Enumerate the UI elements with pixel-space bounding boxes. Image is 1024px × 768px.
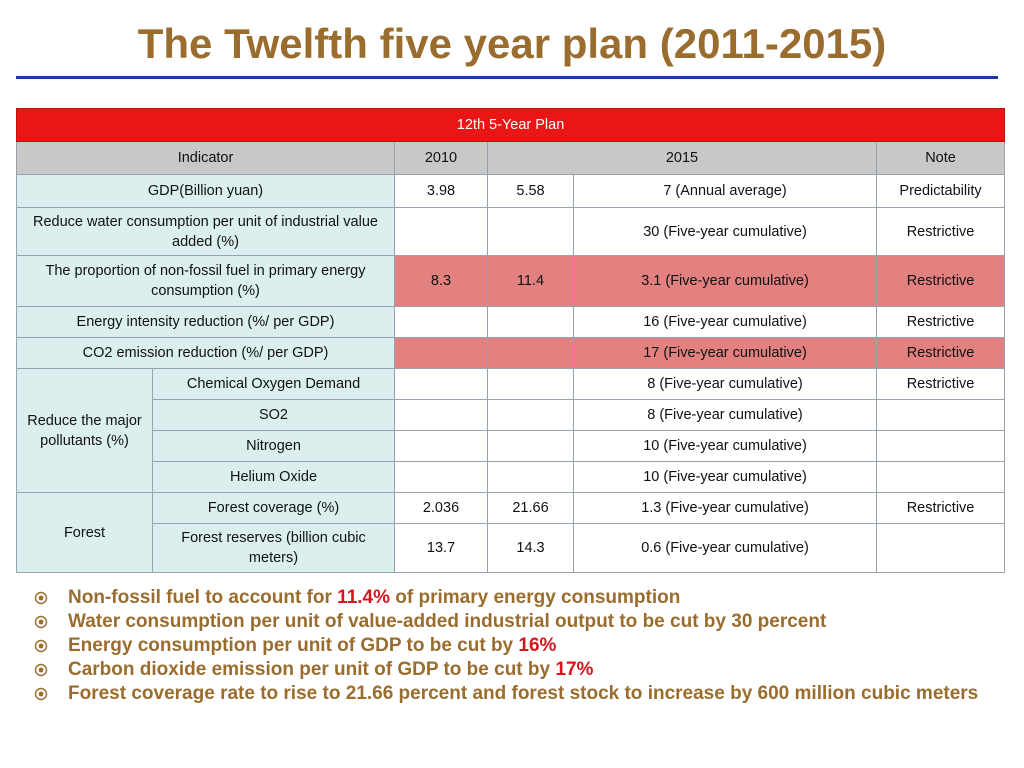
table-row: Reduce water consumption per unit of ind… (16, 207, 1006, 256)
pollutants-group-cell: Reduce the major pollutants (%) (16, 368, 153, 493)
target-cell: 3.1 (Five-year cumulative) (573, 255, 877, 307)
table-row: Energy intensity reduction (%/ per GDP) … (16, 306, 1006, 338)
value-2010-cell (394, 430, 488, 462)
note-cell: Restrictive (875, 337, 1006, 369)
indicator-cell: Nitrogen (152, 430, 395, 462)
indicator-cell: Reduce water consumption per unit of ind… (16, 207, 395, 256)
bullet-item: Forest coverage rate to rise to 21.66 pe… (32, 682, 1002, 706)
value-2010-cell: 13.7 (394, 523, 488, 573)
indicator-cell: Forest reserves (billion cubic meters) (152, 523, 395, 573)
table-row: Forest reserves (billion cubic meters) 1… (17, 523, 1006, 573)
bullet-text: Energy consumption per unit of GDP to be… (68, 635, 519, 656)
value-2015-cell (487, 399, 574, 431)
bullet-text: Carbon dioxide emission per unit of GDP … (68, 659, 556, 680)
note-cell: Restrictive (875, 306, 1006, 338)
table-header-row: Indicator 2010 2015 Note (16, 141, 1006, 175)
target-cell: 10 (Five-year cumulative) (573, 430, 877, 462)
circled-dot-icon (34, 639, 48, 653)
table-banner: 12th 5-Year Plan (15, 108, 1006, 142)
bullet-item: Water consumption per unit of value-adde… (32, 610, 1002, 634)
bullet-text: Forest coverage rate to rise to 21.66 pe… (68, 683, 979, 704)
table-row: Helium Oxide 10 (Five-year cumulative) (17, 461, 1006, 493)
circled-dot-icon (34, 591, 48, 605)
indicator-cell: Chemical Oxygen Demand (152, 368, 395, 400)
value-2010-cell (394, 399, 488, 431)
indicator-cell: The proportion of non-fossil fuel in pri… (16, 255, 395, 307)
forest-group-cell: Forest (16, 492, 153, 573)
bullet-item: Energy consumption per unit of GDP to be… (32, 634, 1002, 658)
target-cell: 8 (Five-year cumulative) (573, 399, 877, 431)
target-cell: 7 (Annual average) (573, 174, 877, 208)
table-row: The proportion of non-fossil fuel in pri… (16, 255, 1006, 307)
bullet-highlight: 17% (555, 659, 594, 680)
bullet-text: Water consumption per unit of value-adde… (68, 611, 827, 632)
indicator-cell: GDP(Billion yuan) (16, 174, 395, 208)
summary-bullets: Non-fossil fuel to account for 11.4% of … (32, 586, 1002, 706)
note-cell (875, 399, 1006, 431)
table-row: Nitrogen 10 (Five-year cumulative) (17, 430, 1006, 462)
header-2010: 2010 (394, 141, 488, 175)
value-2015-cell: 11.4 (487, 255, 574, 307)
value-2015-cell: 14.3 (487, 523, 574, 573)
value-2015-cell (487, 207, 574, 256)
indicator-cell: Helium Oxide (152, 461, 395, 493)
value-2015-cell (487, 430, 574, 462)
value-2015-cell (487, 368, 574, 400)
value-2015-cell (487, 306, 574, 338)
table-row: Reduce the major pollutants (%) Chemical… (16, 368, 1006, 493)
target-cell: 1.3 (Five-year cumulative) (573, 492, 877, 524)
circled-dot-icon (34, 663, 48, 677)
header-note: Note (875, 141, 1006, 175)
note-cell: Restrictive (875, 492, 1006, 524)
value-2010-cell (394, 461, 488, 493)
circled-dot-icon (34, 615, 48, 629)
value-2015-cell (487, 461, 574, 493)
header-indicator: Indicator (16, 141, 395, 175)
indicator-cell: Forest coverage (%) (152, 492, 395, 524)
value-2010-cell (394, 207, 488, 256)
bullet-highlight: 16% (518, 635, 557, 656)
note-cell: Restrictive (875, 255, 1006, 307)
note-cell (875, 523, 1006, 573)
value-2015-cell: 5.58 (487, 174, 574, 208)
table-row: SO2 8 (Five-year cumulative) (17, 399, 1006, 431)
value-2010-cell: 8.3 (394, 255, 488, 307)
value-2015-cell: 21.66 (487, 492, 574, 524)
indicator-cell: SO2 (152, 399, 395, 431)
value-2010-cell (394, 306, 488, 338)
table-row: GDP(Billion yuan) 3.98 5.58 7 (Annual av… (16, 174, 1006, 208)
target-cell: 30 (Five-year cumulative) (573, 207, 877, 256)
target-cell: 10 (Five-year cumulative) (573, 461, 877, 493)
value-2010-cell: 3.98 (394, 174, 488, 208)
note-cell: Predictability (875, 174, 1006, 208)
target-cell: 0.6 (Five-year cumulative) (573, 523, 877, 573)
circled-dot-icon (34, 687, 48, 701)
value-2010-cell (394, 337, 488, 369)
plan-table: 12th 5-Year Plan Indicator 2010 2015 Not… (15, 108, 1006, 573)
note-cell (875, 430, 1006, 462)
target-cell: 16 (Five-year cumulative) (573, 306, 877, 338)
table-banner-row: 12th 5-Year Plan (15, 108, 1006, 142)
header-2015: 2015 (487, 141, 877, 175)
title-divider (16, 76, 998, 79)
bullet-item: Non-fossil fuel to account for 11.4% of … (32, 586, 1002, 610)
table-row: Forest Forest coverage (%) 2.036 21.66 1… (16, 492, 1006, 573)
table-row: CO2 emission reduction (%/ per GDP) 17 (… (16, 337, 1006, 369)
note-cell: Restrictive (875, 207, 1006, 256)
value-2010-cell (394, 368, 488, 400)
value-2015-cell (487, 337, 574, 369)
target-cell: 17 (Five-year cumulative) (573, 337, 877, 369)
target-cell: 8 (Five-year cumulative) (573, 368, 877, 400)
bullet-highlight: 11.4% (337, 587, 390, 608)
bullet-item: Carbon dioxide emission per unit of GDP … (32, 658, 1002, 682)
note-cell (875, 461, 1006, 493)
slide-title: The Twelfth five year plan (2011-2015) (137, 20, 887, 67)
indicator-cell: Energy intensity reduction (%/ per GDP) (16, 306, 395, 338)
note-cell: Restrictive (875, 368, 1006, 400)
indicator-cell: CO2 emission reduction (%/ per GDP) (16, 337, 395, 369)
bullet-text: Non-fossil fuel to account for (68, 587, 338, 608)
bullet-text-end: of primary energy consumption (390, 587, 681, 608)
value-2010-cell: 2.036 (394, 492, 488, 524)
